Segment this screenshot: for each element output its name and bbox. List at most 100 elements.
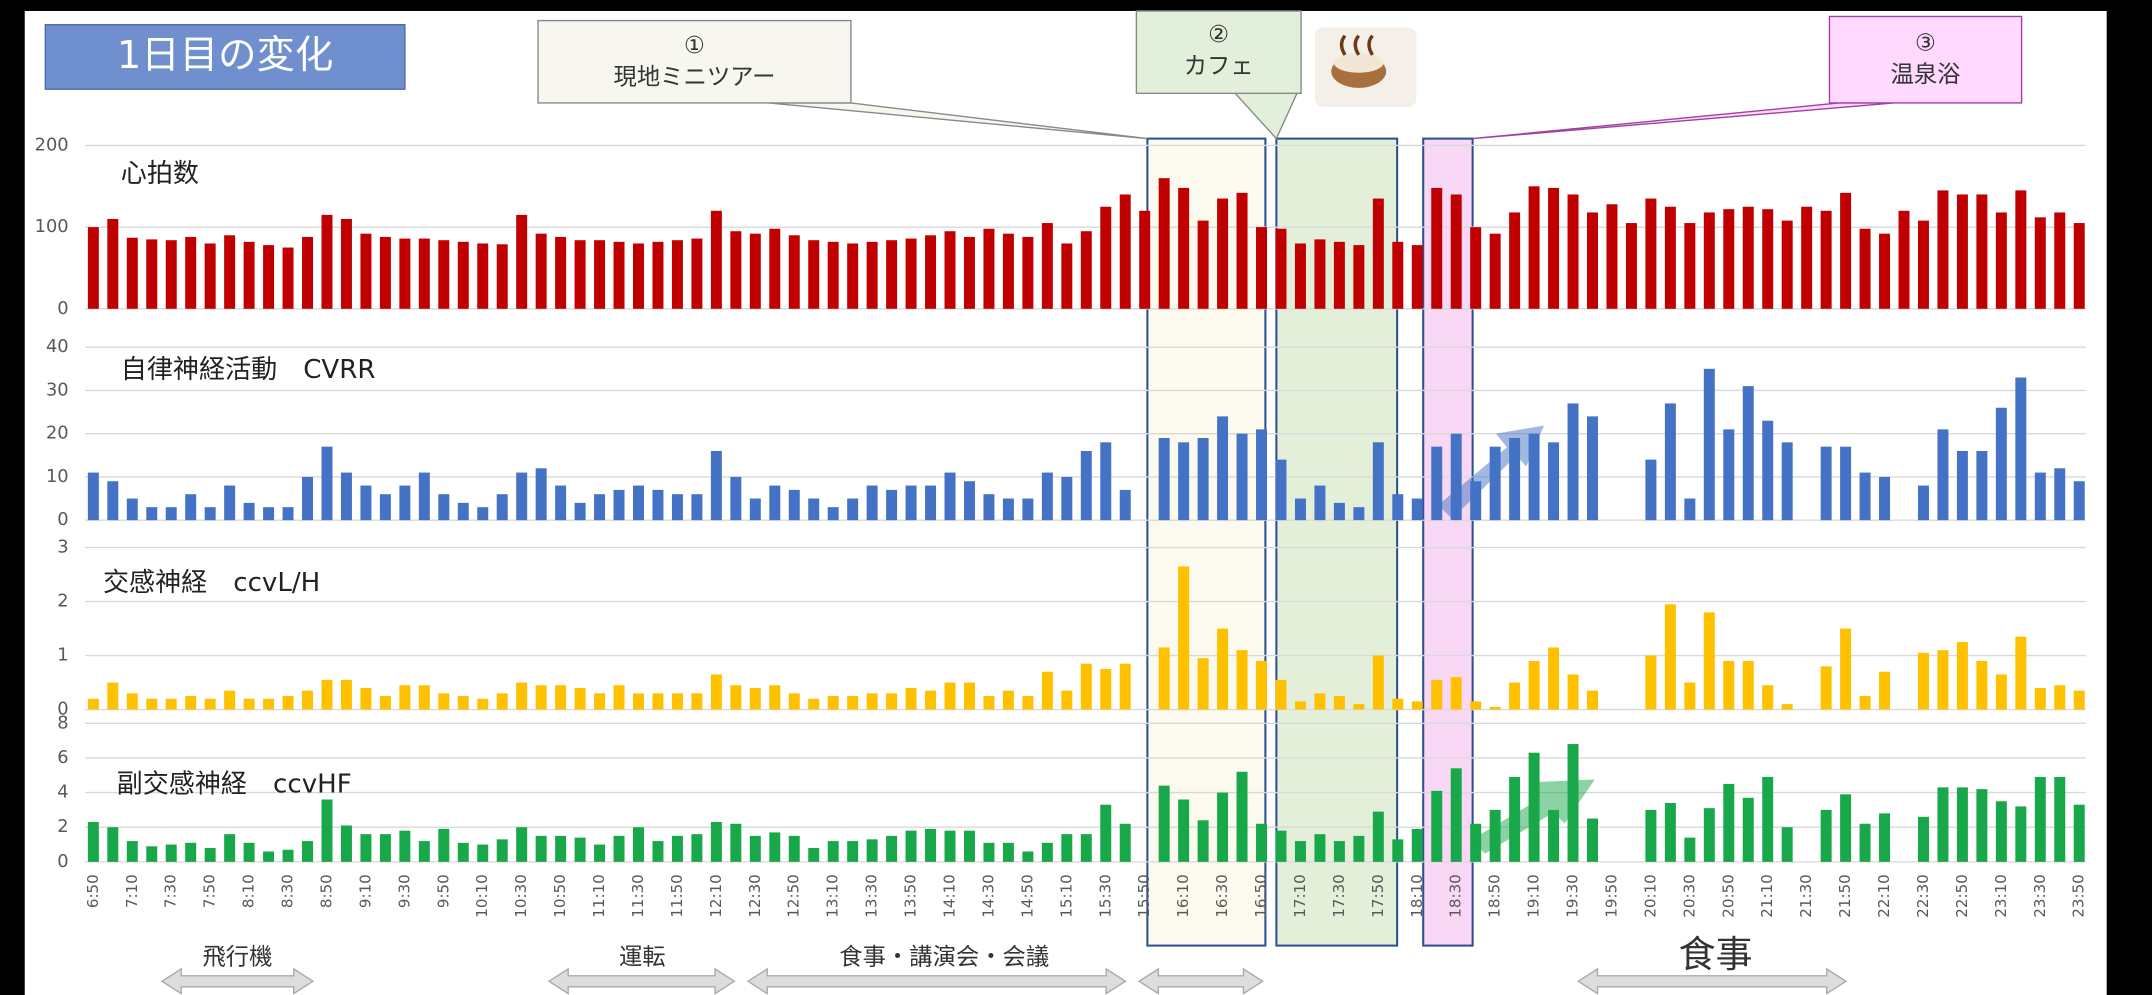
bar (165, 844, 177, 862)
bar (107, 218, 119, 309)
bar (827, 241, 839, 309)
bar (1236, 771, 1248, 862)
x-tick-label: 6:50 (84, 874, 102, 908)
x-tick-label: 17:30 (1330, 874, 1348, 917)
bar (1353, 704, 1365, 710)
bar (1450, 677, 1462, 710)
bar (1548, 809, 1560, 862)
bar (1820, 210, 1832, 309)
bar (1723, 783, 1735, 862)
callout-box (1828, 15, 2023, 104)
x-tick-label: 19:30 (1564, 874, 1582, 917)
bar (1314, 485, 1326, 521)
bar (146, 698, 158, 710)
bar (379, 834, 391, 862)
bar (1158, 647, 1170, 710)
bar (1820, 446, 1832, 521)
bar (1450, 433, 1462, 521)
bar (87, 698, 99, 710)
bar (652, 489, 664, 521)
bar (1859, 228, 1871, 309)
bar (886, 489, 898, 521)
bar (1256, 429, 1268, 521)
bar (340, 472, 352, 521)
bar (282, 507, 294, 521)
bar (1178, 442, 1190, 521)
bar (613, 489, 625, 521)
bar (983, 842, 995, 862)
bar (1528, 433, 1540, 521)
x-tick-label: 18:10 (1408, 874, 1426, 917)
x-tick-label: 11:10 (590, 874, 608, 917)
bar (1061, 476, 1073, 521)
bar (2054, 685, 2066, 710)
bar (1119, 489, 1131, 521)
y-tick-label: 20 (46, 423, 69, 444)
bar (1002, 842, 1014, 862)
bar (1684, 682, 1696, 710)
bar (730, 231, 742, 309)
bar (438, 828, 450, 862)
bar (224, 235, 236, 309)
bar (594, 494, 606, 521)
callout-box (537, 19, 852, 104)
bar (1100, 206, 1112, 309)
x-tick-label: 17:50 (1369, 874, 1387, 917)
bar (1509, 682, 1521, 710)
bar (671, 693, 683, 710)
bar (1917, 652, 1929, 710)
bar (749, 835, 761, 862)
bar (594, 240, 606, 309)
bar (516, 214, 528, 309)
y-tick-label: 200 (35, 134, 69, 155)
bar (808, 848, 820, 862)
bar (1197, 220, 1209, 309)
bar (1703, 612, 1715, 710)
x-tick-label: 19:10 (1525, 874, 1543, 917)
bar (1664, 604, 1676, 710)
y-tick-label: 3 (57, 537, 68, 558)
bar (1217, 198, 1229, 309)
x-tick-label: 15:10 (1057, 874, 1075, 917)
x-tick-label: 16:10 (1174, 874, 1192, 917)
x-tick-label: 13:10 (824, 874, 842, 917)
x-tick-label: 23:10 (1992, 874, 2010, 917)
y-tick-label: 4 (57, 782, 68, 803)
bar (633, 485, 644, 521)
x-tick-label: 22:50 (1953, 874, 1971, 917)
chart-title: 1日目の変化 (117, 33, 333, 78)
bar (1723, 209, 1735, 309)
bar (710, 674, 722, 710)
bar (224, 834, 236, 862)
bar (710, 210, 722, 309)
bar (1119, 823, 1131, 862)
bar (1236, 650, 1248, 710)
bar (633, 243, 644, 309)
bar (983, 228, 995, 309)
x-tick-label: 10:50 (551, 874, 569, 917)
bar (1333, 502, 1345, 521)
bar (1898, 210, 1910, 309)
bar (185, 696, 197, 710)
bar (925, 828, 937, 862)
x-tick-label: 12:30 (746, 874, 764, 917)
bar (1606, 204, 1618, 309)
bar (594, 693, 606, 710)
bar (146, 239, 158, 309)
bar (165, 698, 177, 710)
bar (1333, 696, 1345, 710)
bar (1080, 663, 1092, 710)
bar (1645, 655, 1657, 710)
bar (185, 494, 197, 521)
bar (1548, 442, 1560, 521)
bar (1684, 223, 1696, 309)
bar (340, 679, 352, 710)
x-tick-label: 16:30 (1213, 874, 1231, 917)
bar (1411, 498, 1423, 521)
bar (1664, 403, 1676, 521)
bar (963, 236, 975, 309)
bar (477, 698, 489, 710)
bar (1061, 834, 1073, 862)
bar (963, 682, 975, 710)
